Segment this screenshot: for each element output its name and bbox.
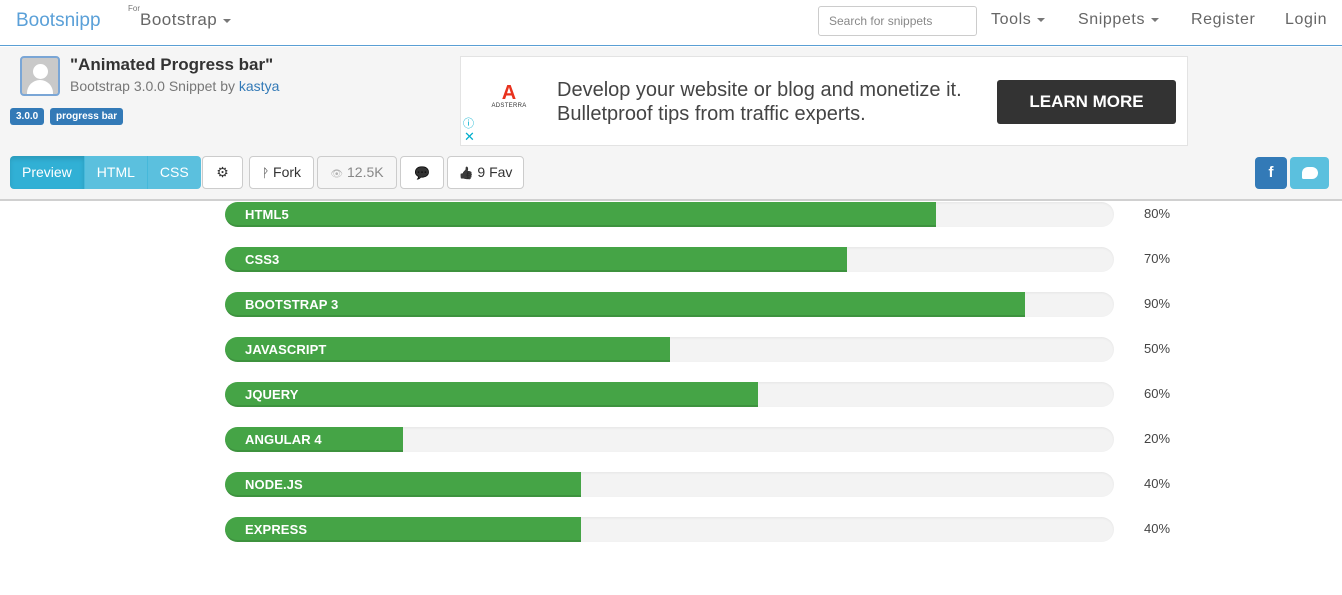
tools-dropdown[interactable]: Tools (991, 11, 1046, 29)
progress-row: BOOTSTRAP 3 90% (225, 292, 1170, 317)
gear-icon: ⚙ (216, 164, 229, 180)
facebook-share-button[interactable]: f (1255, 157, 1287, 189)
fork-label: Fork (273, 164, 302, 180)
ad-close-icon[interactable]: ✕ (464, 129, 475, 144)
progress-percent: 90% (1144, 296, 1171, 311)
progress-percent: 20% (1144, 431, 1171, 446)
progress-track (225, 202, 1114, 227)
views-label: 12.5K (347, 164, 384, 180)
tag-progress-bar[interactable]: progress bar (50, 108, 124, 125)
progress-row: JQUERY 60% (225, 382, 1170, 407)
caret-down-icon (1151, 17, 1160, 22)
eye-icon: 👁 (330, 169, 344, 180)
progress-label: JAVASCRIPT (245, 342, 327, 357)
progress-fill (225, 517, 581, 542)
progress-percent: 80% (1144, 206, 1171, 221)
progress-row: CSS3 70% (225, 247, 1170, 272)
adsterra-logo: A ADSTERRA (489, 83, 529, 109)
fav-label: 9 Fav (477, 164, 513, 180)
progress-track (225, 472, 1114, 497)
tools-label: Tools (991, 11, 1032, 28)
comments-button[interactable]: 💬 (400, 156, 444, 189)
progress-fill (225, 202, 937, 227)
progress-label: NODE.JS (245, 477, 303, 492)
login-link[interactable]: Login (1285, 11, 1328, 28)
fork-icon: ᚹ (261, 166, 270, 180)
progress-label: ANGULAR 4 (245, 432, 322, 447)
fav-button[interactable]: 👍 9 Fav (447, 156, 524, 189)
search-input[interactable] (818, 6, 977, 36)
progress-track (225, 337, 1114, 362)
progress-track (225, 292, 1114, 317)
progress-label: JQUERY (245, 387, 299, 402)
author-link[interactable]: kastya (238, 78, 280, 94)
progress-label: HTML5 (245, 207, 289, 222)
thumbs-up-icon: 👍 (458, 166, 474, 180)
progress-percent: 60% (1144, 386, 1171, 401)
author-avatar[interactable] (20, 56, 60, 96)
progress-fill (225, 337, 670, 362)
caret-down-icon (1037, 17, 1046, 22)
views-count: 👁 12.5K (317, 156, 397, 189)
progress-row: HTML5 80% (225, 202, 1170, 227)
adsterra-logo-icon: A (501, 82, 517, 104)
progress-percent: 50% (1144, 341, 1171, 356)
progress-fill (225, 472, 581, 497)
view-tabs: Preview HTML CSS (10, 156, 201, 189)
for-label: For (128, 4, 140, 13)
progress-percent: 40% (1144, 476, 1171, 491)
progress-track (225, 382, 1114, 407)
progress-track (225, 247, 1114, 272)
comment-icon: 💬 (414, 166, 430, 180)
avatar-body-shape (27, 80, 53, 94)
ad-info-icon[interactable]: ⓘ (463, 118, 474, 130)
progress-row: NODE.JS 40% (225, 472, 1170, 497)
learn-more-button[interactable]: LEARN MORE (997, 80, 1176, 124)
tag-version[interactable]: 3.0.0 (10, 108, 45, 125)
progress-row: ANGULAR 4 20% (225, 427, 1170, 452)
progress-track (225, 427, 1114, 452)
snippets-dropdown[interactable]: Snippets (1078, 11, 1160, 29)
progress-label: EXPRESS (245, 522, 308, 537)
progress-fill (225, 292, 1026, 317)
brand-logo[interactable]: Bootsnipp (16, 10, 101, 31)
framework-dropdown-label: Bootstrap (140, 10, 218, 29)
tab-preview[interactable]: Preview (10, 156, 85, 189)
twitter-icon (1301, 167, 1318, 180)
progress-fill (225, 427, 403, 452)
fork-button[interactable]: ᚹ Fork (249, 156, 314, 189)
progress-track (225, 517, 1114, 542)
progress-fill (225, 247, 848, 272)
snippet-title: "Animated Progress bar" (70, 55, 274, 74)
framework-dropdown[interactable]: Bootstrap (140, 10, 232, 30)
snippet-subtitle: Bootstrap 3.0.0 Snippet by kastya (70, 78, 279, 94)
twitter-share-button[interactable] (1290, 157, 1329, 189)
progress-row: JAVASCRIPT 50% (225, 337, 1170, 362)
snippets-label: Snippets (1078, 11, 1146, 28)
top-navbar: Bootsnipp For Bootstrap Tools Snippets R… (0, 0, 1342, 46)
progress-label: CSS3 (245, 252, 280, 267)
tab-html[interactable]: HTML (84, 156, 148, 189)
subtitle-text: Bootstrap 3.0.0 Snippet by (70, 78, 239, 94)
register-link[interactable]: Register (1191, 11, 1256, 28)
ad-text: Develop your website or blog and monetiz… (557, 79, 962, 125)
settings-button[interactable]: ⚙ (202, 156, 243, 189)
facebook-icon: f (1268, 164, 1274, 181)
progress-percent: 40% (1144, 521, 1171, 536)
progress-percent: 70% (1144, 251, 1171, 266)
snippet-header: "Animated Progress bar" Bootstrap 3.0.0 … (0, 47, 1342, 201)
tab-css[interactable]: CSS (147, 156, 201, 189)
avatar-head-shape (33, 64, 48, 79)
progress-row: EXPRESS 40% (225, 517, 1170, 542)
progress-fill (225, 382, 759, 407)
adsterra-logo-name: ADSTERRA (491, 103, 527, 109)
advertisement-banner[interactable]: A ADSTERRA Develop your website or blog … (460, 56, 1188, 146)
caret-down-icon (223, 18, 232, 23)
progress-label: BOOTSTRAP 3 (245, 297, 339, 312)
